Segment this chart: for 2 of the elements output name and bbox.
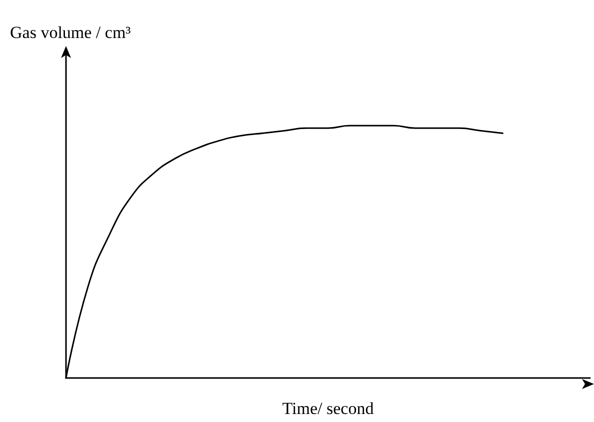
x-axis-title: Time/ second — [282, 399, 374, 418]
y-axis-title: Gas volume / cm³ — [10, 23, 131, 42]
